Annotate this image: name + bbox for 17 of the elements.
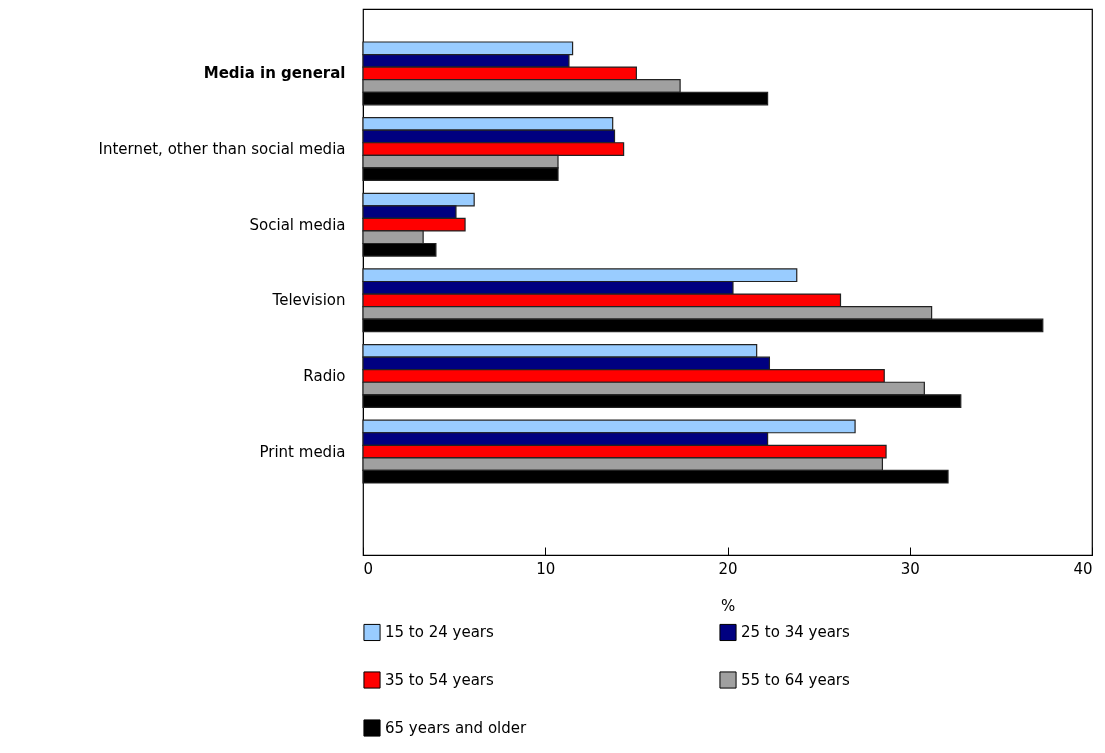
x-tick-label: 10 — [536, 559, 556, 578]
legend-label: 15 to 24 years — [385, 623, 494, 642]
y-tick-label: Internet, other than social media — [98, 140, 346, 159]
x-tick-label: 30 — [900, 559, 920, 578]
y-tick-label: Television — [271, 291, 346, 310]
legend-label: 35 to 54 years — [385, 671, 494, 689]
y-tick-label: Radio — [303, 366, 346, 385]
y-tick-label: Media in general — [203, 64, 346, 83]
legend-label: 25 to 34 years — [741, 623, 850, 642]
y-tick-label: Social media — [249, 215, 346, 234]
x-tick-label: 0 — [363, 559, 374, 578]
x-tick-label: 40 — [1073, 559, 1093, 578]
y-tick-label: Print media — [259, 442, 346, 461]
x-tick-label: 20 — [718, 559, 738, 578]
legend-label: 55 to 64 years — [741, 671, 850, 689]
x-axis-title: % — [720, 596, 736, 615]
legend-label: 65 years and older — [385, 719, 527, 737]
